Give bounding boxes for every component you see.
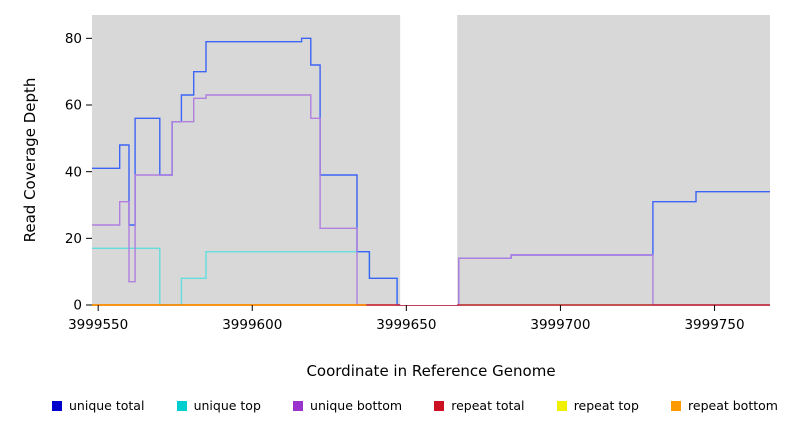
x-tick-label: 3999750 [684, 317, 744, 333]
repeat-top-swatch-icon [556, 400, 567, 411]
legend: unique total unique top unique bottom repea… [0, 398, 792, 413]
y-axis-title: Read Coverage Depth [21, 77, 39, 243]
repeat-bottom-swatch-icon [671, 400, 682, 411]
legend-item-label: repeat total [451, 398, 525, 413]
y-tick-label: 40 [65, 164, 82, 180]
legend-item-unique-total: unique total [52, 398, 144, 413]
x-tick-label: 3999600 [222, 317, 282, 333]
unique-total-swatch-icon [52, 400, 62, 411]
unique-bottom-swatch-icon [293, 400, 304, 411]
x-tick-label: 3999650 [376, 317, 436, 333]
legend-item-label: unique total [69, 398, 145, 413]
legend-item-unique-bottom: unique bottom [293, 398, 402, 413]
y-tick-label: 0 [73, 298, 82, 314]
legend-item-label: repeat bottom [688, 398, 778, 413]
x-tick-label: 3999550 [68, 317, 128, 333]
unique-top-swatch-icon [176, 400, 187, 411]
x-tick-label: 3999700 [530, 317, 590, 333]
x-axis-title: Coordinate in Reference Genome [306, 362, 556, 380]
repeat-total-swatch-icon [434, 400, 445, 411]
y-tick-label: 60 [65, 98, 82, 114]
y-tick-label: 20 [65, 231, 82, 247]
y-tick-label: 80 [65, 31, 82, 47]
legend-item-label: unique bottom [310, 398, 403, 413]
legend-item-label: unique top [193, 398, 261, 413]
masked-region [400, 15, 458, 305]
legend-item-unique-top: unique top [176, 398, 261, 413]
legend-item-repeat-total: repeat total [434, 398, 525, 413]
series-unique-bottom [92, 94, 770, 306]
legend-item-repeat-bottom: repeat bottom [671, 398, 778, 413]
legend-item-label: repeat top [573, 398, 639, 413]
legend-item-repeat-top: repeat top [556, 398, 639, 413]
